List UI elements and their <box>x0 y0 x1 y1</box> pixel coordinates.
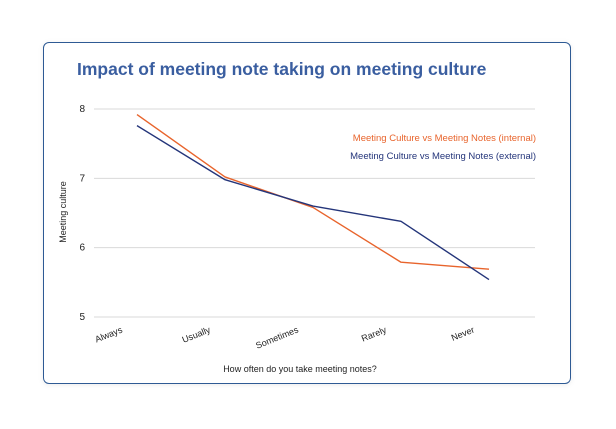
y-axis-label: Meeting culture <box>58 181 68 243</box>
series-line-internal <box>136 113 490 270</box>
x-tick-label: Rarely <box>360 324 388 343</box>
legend-entry: Meeting Culture vs Meeting Notes (intern… <box>353 133 536 144</box>
series-lines <box>136 113 490 281</box>
y-tick-label: 8 <box>79 104 85 115</box>
chart-card <box>43 42 571 384</box>
y-axis-ticks: 5 6 7 8 <box>79 104 85 323</box>
y-tick-label: 6 <box>79 243 85 254</box>
x-tick-label: Never <box>450 325 476 343</box>
gridlines <box>94 108 535 318</box>
chart-title: Impact of meeting note taking on meeting… <box>77 59 487 79</box>
x-tick-label: Usually <box>181 324 213 345</box>
legend: Meeting Culture vs Meeting Notes (intern… <box>350 133 536 162</box>
series-line-external <box>136 125 490 281</box>
y-tick-label: 7 <box>79 173 85 184</box>
x-tick-label: Always <box>94 324 125 344</box>
legend-entry: Meeting Culture vs Meeting Notes (extern… <box>350 151 536 162</box>
x-axis-ticks: Always Usually Sometimes Rarely Never <box>94 324 476 350</box>
x-tick-label: Sometimes <box>254 324 300 350</box>
x-axis-label: How often do you take meeting notes? <box>223 364 377 374</box>
y-tick-label: 5 <box>79 312 85 323</box>
